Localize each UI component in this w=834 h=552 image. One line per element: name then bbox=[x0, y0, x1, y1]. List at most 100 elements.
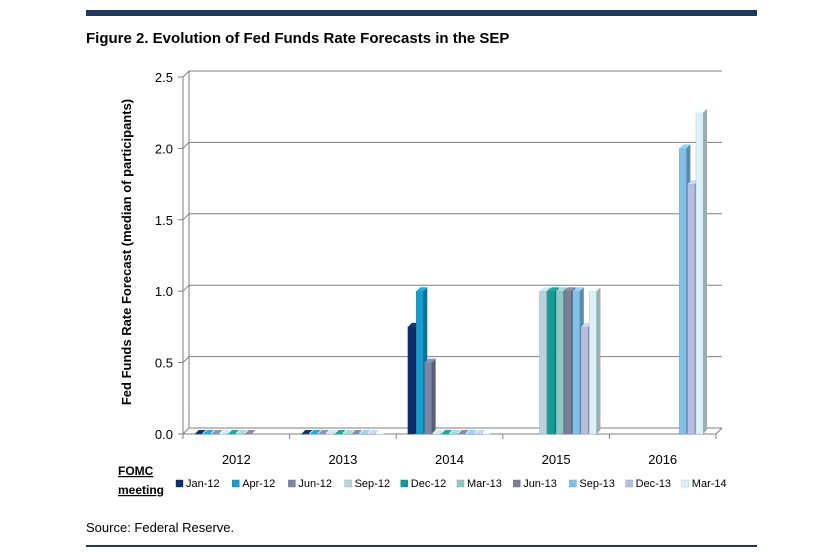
bar bbox=[351, 430, 363, 435]
bar-side bbox=[596, 287, 601, 434]
x-tick-label: 2013 bbox=[328, 452, 357, 467]
legend-swatch bbox=[288, 479, 296, 488]
grid-diag bbox=[182, 142, 190, 149]
grid-diag bbox=[182, 427, 190, 435]
bar-top bbox=[227, 430, 240, 434]
legend-label: Mar-13 bbox=[467, 478, 502, 490]
bar-top bbox=[194, 430, 206, 434]
bar-top bbox=[317, 430, 330, 434]
bar-front bbox=[407, 326, 416, 435]
grid-diag bbox=[182, 284, 190, 292]
bar bbox=[432, 430, 444, 435]
bar-top bbox=[432, 430, 444, 434]
bar bbox=[424, 358, 436, 435]
legend-label: Sep-13 bbox=[579, 478, 614, 490]
grid-lines bbox=[178, 70, 723, 439]
bar-top bbox=[416, 287, 428, 292]
legend-item: Sep-13 bbox=[569, 478, 615, 490]
bar bbox=[457, 430, 469, 435]
y-axis-label: Fed Funds Rate Forecast (median of parti… bbox=[119, 99, 134, 405]
legend-label: Dec-12 bbox=[411, 478, 446, 490]
bar-top bbox=[211, 430, 223, 434]
y-tick-label: 2.0 bbox=[155, 141, 173, 156]
bar-top bbox=[203, 430, 215, 434]
bar bbox=[202, 430, 215, 435]
legend-label: Jun-12 bbox=[298, 478, 332, 490]
bar-front bbox=[416, 291, 424, 435]
bar-top bbox=[334, 430, 346, 434]
legend-swatch bbox=[569, 479, 577, 488]
bar-front bbox=[589, 291, 597, 435]
bar-top bbox=[376, 430, 388, 434]
bar-top bbox=[326, 430, 338, 434]
y-tick-label: 0.5 bbox=[155, 356, 173, 371]
floor-edge bbox=[715, 427, 723, 435]
bar-top bbox=[301, 430, 313, 434]
top-rule bbox=[86, 10, 757, 16]
legend-item: Dec-12 bbox=[400, 478, 446, 490]
legend-label: Mar-14 bbox=[692, 478, 727, 490]
legend-label: Dec-13 bbox=[636, 478, 671, 490]
bar-top bbox=[572, 287, 584, 292]
bar bbox=[317, 430, 330, 435]
bar-front bbox=[695, 112, 704, 435]
legend-label: Apr-12 bbox=[242, 478, 275, 490]
legend: FOMC meeting Jan-12 Apr-12 Jun-12 Sep-12 Dec-1… bbox=[118, 464, 727, 497]
bar bbox=[359, 430, 371, 435]
bar bbox=[375, 430, 388, 435]
legend-swatch bbox=[344, 479, 352, 488]
grid-diag bbox=[182, 213, 190, 221]
bar-top bbox=[351, 430, 363, 434]
legend-swatch bbox=[231, 479, 240, 488]
bar-top bbox=[236, 430, 248, 434]
legend-swatch bbox=[456, 479, 465, 488]
x-tick-label: 2012 bbox=[222, 452, 251, 467]
x-tick-label: 2014 bbox=[435, 452, 464, 467]
bar bbox=[301, 430, 313, 435]
legend-label: Jan-12 bbox=[186, 478, 220, 490]
legend-label: Sep-12 bbox=[355, 478, 390, 490]
legend-swatch bbox=[400, 479, 408, 488]
legend-item: Apr-12 bbox=[231, 478, 275, 490]
bar-top bbox=[309, 430, 321, 434]
y-tick-labels: 0.0 0.5 1.0 1.5 2.0 2.5 bbox=[155, 70, 173, 442]
legend-swatch bbox=[513, 479, 521, 488]
bar bbox=[244, 430, 256, 435]
legend-title: FOMC bbox=[118, 464, 154, 478]
bar bbox=[342, 430, 354, 435]
bar-front bbox=[547, 291, 556, 435]
bar-top bbox=[424, 358, 436, 363]
bar-top bbox=[466, 430, 478, 434]
figure-title: Figure 2. Evolution of Fed Funds Rate Fo… bbox=[86, 30, 510, 47]
bar-top bbox=[342, 430, 354, 434]
bar bbox=[589, 287, 601, 435]
bar-top bbox=[449, 430, 461, 434]
bar-front bbox=[679, 148, 687, 435]
bar-top bbox=[482, 430, 494, 434]
bar-front bbox=[539, 291, 547, 435]
bar bbox=[334, 430, 346, 435]
legend-item: Jun-12 bbox=[288, 478, 332, 490]
bar bbox=[309, 430, 321, 435]
y-tick-label: 1.5 bbox=[155, 213, 173, 228]
bar-top bbox=[589, 287, 601, 292]
bar-front bbox=[572, 291, 580, 435]
legend-label: Jun-13 bbox=[523, 478, 557, 490]
bar-top bbox=[457, 430, 469, 434]
legend-item: Mar-13 bbox=[456, 478, 502, 490]
grid-diag bbox=[182, 356, 190, 363]
bar bbox=[440, 430, 453, 435]
legend-title: meeting bbox=[118, 483, 164, 497]
bar bbox=[326, 430, 338, 435]
bar-front bbox=[580, 326, 589, 435]
bar-top bbox=[359, 430, 371, 434]
y-tick-label: 2.5 bbox=[155, 70, 173, 85]
legend-item: Jan-12 bbox=[175, 478, 220, 490]
bar-top bbox=[244, 430, 256, 434]
bar bbox=[211, 430, 223, 435]
bar-top bbox=[695, 108, 708, 113]
bar-side bbox=[703, 108, 708, 434]
bar-top bbox=[441, 430, 453, 434]
legend-item: Jun-13 bbox=[513, 478, 557, 490]
